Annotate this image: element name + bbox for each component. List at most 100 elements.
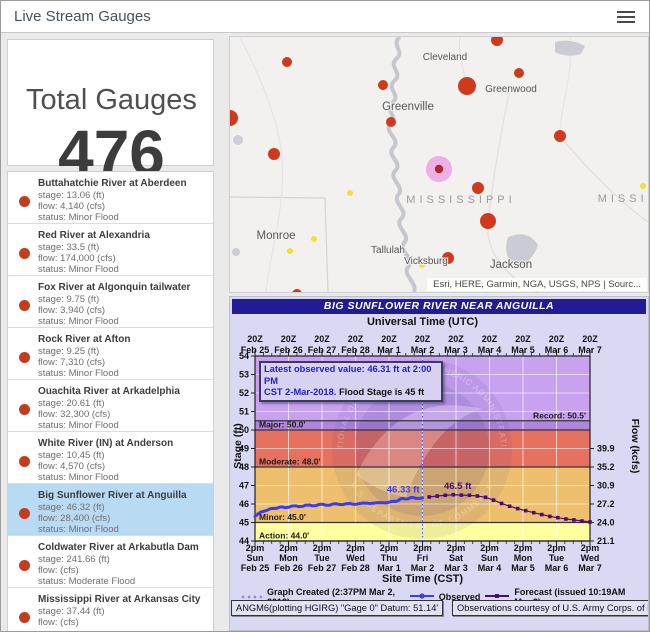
gauge-list-item[interactable]: Rock River at Afton stage: 9.25 (ft) flow… [8,328,213,380]
stage-tick-label: 45 [239,518,249,528]
cst-tick-day: Sun [247,553,264,563]
gauge-detail-line: flow: 7,310 (cfs) [38,356,106,368]
forecast-point [475,494,480,498]
cst-tick-day: Tue [314,553,329,563]
gauge-status-dot-icon [19,300,30,311]
gauge-map-dot[interactable] [514,68,524,78]
utc-axis-label: Universal Time (UTC) [366,316,479,328]
gauge-detail-line: stage: 10.45 (ft) [38,449,105,461]
gauge-map-dot[interactable] [282,57,292,67]
cst-tick-date: Feb 27 [308,563,337,573]
gauge-detail-line: flow: 3,940 (cfs) [38,304,106,316]
selected-gauge-dot[interactable] [434,164,444,174]
gauge-detail-line: stage: 37.44 (ft) [38,605,105,617]
flow-tick-label: 39.9 [597,444,615,454]
total-gauges-card: Total Gauges 476 [7,39,214,189]
stage-tick-label: 54 [239,351,249,361]
forecast-point [491,498,496,502]
cst-tick-time: 2pm [346,543,365,553]
gauge-map-dot[interactable] [442,252,454,264]
map-canvas[interactable]: Cleveland Greenwood Greenville Monroe Tallul… [230,37,648,292]
gauge-map-dot-yellow[interactable] [419,262,425,268]
gauge-detail-line: stage: 20.61 (ft) [38,397,105,409]
forecast-point [548,514,552,519]
gauge-map-dot-yellow[interactable] [640,183,646,189]
utc-tick-time: 20Z [582,334,598,344]
stage-tick-label: 52 [239,388,249,398]
gauge-map-dot[interactable] [554,130,566,142]
hydrograph: BIG SUNFLOWER RIVER NEAR ANGUILLA NATION… [229,296,649,631]
map-state-label: MISSISSIPPI [406,194,515,206]
utc-tick-time: 20Z [348,334,364,344]
cst-tick-date: Mar 4 [478,563,502,573]
observations-credit-box: Observations courtesy of U.S. Army Corps… [452,600,648,616]
gauge-name: Mississippi River at Arkansas City [38,594,201,605]
forecast-point [515,506,520,511]
gauge-map-dot-yellow[interactable] [287,248,293,254]
stage-tick-label: 51 [239,407,249,417]
forecast-swatch [485,592,510,602]
forecast-point [467,493,472,498]
cst-tick-day: Sun [481,553,498,563]
gauge-map-dot[interactable] [472,182,484,194]
gauge-map-dot[interactable] [386,117,396,127]
gauge-map-dot[interactable] [292,289,302,292]
gauge-map-dot[interactable] [480,213,496,229]
gauge-map-dot-yellow[interactable] [347,190,353,196]
gauge-list[interactable]: Buttahatchie River at Aberdeen stage: 13… [7,171,214,631]
lake-shape [506,234,538,267]
utc-tick-date: Mar 1 [377,345,401,355]
forecast-point [507,504,512,509]
gauge-list-item[interactable]: Mississippi River at Arkansas City stage… [8,588,213,631]
flow-tick-label: 27.2 [597,499,615,509]
stage-tick-label: 47 [239,481,249,491]
gauge-map-dot[interactable] [491,37,503,46]
forecast-point [499,501,504,506]
forecast-point [580,519,584,523]
gauge-list-item[interactable]: White River (IN) at Anderson stage: 10.4… [8,432,213,484]
map-road-line [230,196,329,292]
map-city-label: Vicksburg [404,256,448,267]
cst-tick-time: 2pm [380,543,399,553]
flood-line-label: Minor: 45.0' [259,512,306,522]
map-state-label: MISSISS [598,193,648,205]
gauge-status-dot-icon [19,404,30,415]
gauge-map-dot-yellow[interactable] [311,236,317,242]
utc-tick-date: Feb 28 [341,345,370,355]
gauge-map-dot[interactable] [378,80,388,90]
forecast-point [443,493,448,498]
cst-tick-date: Mar 7 [578,563,602,573]
gauge-detail-line: stage: 241.66 (ft) [38,553,110,565]
hydrograph-plot: NATIONAL OCEANIC AND ATMOSPHERIC ADMINIS… [230,297,615,573]
gauge-list-item[interactable]: Buttahatchie River at Aberdeen stage: 13… [8,172,213,224]
cst-tick-day: Mon [279,553,298,563]
cst-tick-time: 2pm [313,543,332,553]
forecast-crest-label: 46.5 ft [444,481,472,492]
forecast-point [483,495,488,500]
map-attribution: Esri, HERE, Garmin, NGA, USGS, NPS | Sou… [427,278,647,291]
gauge-map-dot[interactable] [268,148,280,160]
map[interactable]: Cleveland Greenwood Greenville Monroe Tallul… [229,36,649,293]
utc-tick-date: Feb 26 [274,345,303,355]
gauge-list-item[interactable]: Ouachita River at Arkadelphia stage: 20.… [8,380,213,432]
gauge-status-dot-icon [19,560,30,571]
utc-tick-time: 20Z [549,334,565,344]
gauge-list-item[interactable]: Red River at Alexandria stage: 33.5 (ft)… [8,224,213,276]
gauge-list-item[interactable]: Big Sunflower River at Anguilla stage: 4… [8,484,213,536]
gauge-map-dot[interactable] [230,110,238,126]
hydrograph-title: BIG SUNFLOWER RIVER NEAR ANGUILLA [232,299,646,314]
gauge-status-dot-icon [19,248,30,259]
hamburger-menu-icon[interactable] [617,11,635,23]
flow-tick-label: 35.2 [597,462,615,472]
forecast-point [588,520,592,524]
stage-tick-label: 44 [239,536,249,546]
gauge-detail-line: stage: 33.5 (ft) [38,241,100,253]
forecast-point [427,495,431,499]
gauge-list-item[interactable]: Fox River at Algonquin tailwater stage: … [8,276,213,328]
cst-tick-day: Wed [346,553,365,563]
flow-tick-label: 24.0 [597,518,615,528]
site-time-axis-label: Site Time (CST) [381,573,464,585]
gauge-list-item[interactable]: Coldwater River at Arkabutla Dam stage: … [8,536,213,588]
gauge-map-dot[interactable] [458,77,476,95]
stage-tick-label: 50 [239,425,249,435]
